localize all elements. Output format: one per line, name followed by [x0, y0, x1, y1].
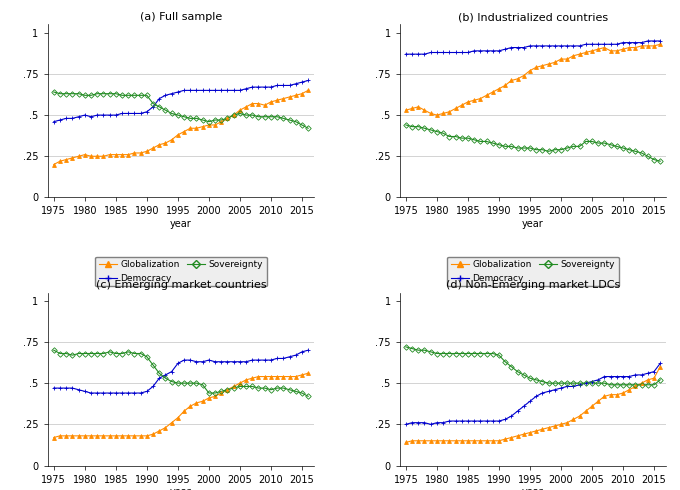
Title: (a) Full sample: (a) Full sample	[140, 12, 222, 23]
X-axis label: year: year	[170, 488, 192, 490]
Title: (c) Emerging market countries: (c) Emerging market countries	[96, 280, 267, 291]
Title: (b) Industrialized countries: (b) Industrialized countries	[458, 12, 608, 23]
Title: (d) Non-Emerging market LDCs: (d) Non-Emerging market LDCs	[446, 280, 620, 291]
Legend: Globalization, Democracy, Sovereignty: Globalization, Democracy, Sovereignty	[447, 257, 619, 286]
Legend: Globalization, Democracy, Sovereignty: Globalization, Democracy, Sovereignty	[95, 257, 267, 286]
X-axis label: year: year	[522, 219, 544, 229]
X-axis label: year: year	[522, 488, 544, 490]
X-axis label: year: year	[170, 219, 192, 229]
